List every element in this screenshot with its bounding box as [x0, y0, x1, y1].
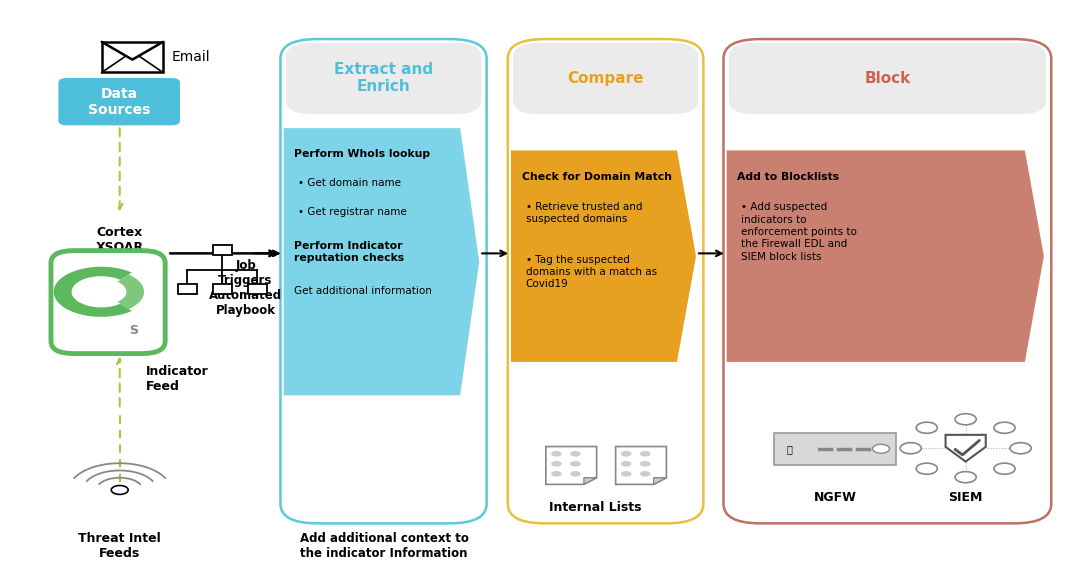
Text: NGFW: NGFW	[815, 491, 857, 504]
Polygon shape	[511, 151, 696, 362]
Polygon shape	[726, 151, 1043, 362]
Text: Data
Sources: Data Sources	[88, 86, 150, 117]
FancyBboxPatch shape	[178, 284, 196, 294]
Circle shape	[916, 422, 938, 433]
Text: Get additional information: Get additional information	[295, 286, 432, 296]
Polygon shape	[616, 446, 667, 485]
Circle shape	[551, 471, 562, 477]
FancyBboxPatch shape	[51, 250, 165, 353]
Text: Compare: Compare	[568, 70, 644, 86]
Circle shape	[570, 461, 581, 466]
FancyBboxPatch shape	[58, 78, 180, 126]
Text: Block: Block	[864, 70, 911, 86]
Text: SIEM: SIEM	[948, 491, 983, 504]
Circle shape	[916, 463, 938, 474]
FancyBboxPatch shape	[775, 433, 896, 465]
Text: Job
Triggers
Automated
Playbook: Job Triggers Automated Playbook	[209, 259, 282, 317]
Circle shape	[955, 471, 976, 483]
FancyBboxPatch shape	[508, 39, 704, 523]
Circle shape	[620, 451, 631, 457]
FancyBboxPatch shape	[281, 39, 487, 523]
Circle shape	[994, 422, 1015, 433]
FancyBboxPatch shape	[213, 284, 232, 294]
Circle shape	[1010, 442, 1032, 454]
Circle shape	[570, 451, 581, 457]
Text: S: S	[128, 324, 138, 337]
Polygon shape	[118, 274, 144, 309]
Circle shape	[570, 471, 581, 477]
FancyBboxPatch shape	[101, 42, 163, 73]
Circle shape	[620, 461, 631, 466]
FancyBboxPatch shape	[514, 43, 698, 114]
Polygon shape	[945, 435, 986, 462]
Text: Email: Email	[172, 50, 210, 64]
Circle shape	[551, 461, 562, 466]
FancyBboxPatch shape	[213, 245, 232, 255]
Circle shape	[994, 463, 1015, 474]
FancyBboxPatch shape	[286, 43, 481, 114]
Text: Add to Blocklists: Add to Blocklists	[737, 172, 839, 182]
Circle shape	[551, 451, 562, 457]
Text: 🔑: 🔑	[787, 444, 793, 454]
Circle shape	[900, 442, 921, 454]
Polygon shape	[546, 446, 597, 485]
Text: Threat Intel
Feeds: Threat Intel Feeds	[79, 532, 161, 559]
Polygon shape	[284, 128, 479, 395]
Text: Extract and
Enrich: Extract and Enrich	[334, 62, 433, 94]
Text: • Get registrar name: • Get registrar name	[299, 207, 407, 217]
Text: Perform WhoIs lookup: Perform WhoIs lookup	[295, 149, 431, 159]
Text: Perform Indicator
reputation checks: Perform Indicator reputation checks	[295, 241, 405, 263]
Text: Internal Lists: Internal Lists	[549, 501, 642, 514]
Text: Cortex
XSOAR: Cortex XSOAR	[96, 225, 144, 253]
Text: Indicator
Feed: Indicator Feed	[146, 365, 209, 392]
Text: • Add suspected
indicators to
enforcement points to
the Firewall EDL and
SIEM bl: • Add suspected indicators to enforcemen…	[741, 202, 858, 262]
FancyBboxPatch shape	[724, 39, 1051, 523]
Text: • Retrieve trusted and
suspected domains: • Retrieve trusted and suspected domains	[525, 202, 642, 224]
Text: • Get domain name: • Get domain name	[299, 178, 401, 188]
Circle shape	[640, 471, 651, 477]
FancyBboxPatch shape	[248, 284, 267, 294]
FancyBboxPatch shape	[728, 43, 1046, 114]
Circle shape	[640, 451, 651, 457]
Text: • Tag the suspected
domains with a match as
Covid19: • Tag the suspected domains with a match…	[525, 255, 657, 289]
Polygon shape	[584, 478, 597, 485]
Circle shape	[111, 486, 128, 494]
Circle shape	[873, 444, 889, 453]
Text: Check for Domain Match: Check for Domain Match	[521, 172, 671, 182]
Text: Add additional context to
the indicator Information: Add additional context to the indicator …	[300, 532, 468, 559]
Circle shape	[620, 471, 631, 477]
Circle shape	[955, 414, 976, 425]
Polygon shape	[54, 267, 132, 317]
Circle shape	[640, 461, 651, 466]
Polygon shape	[654, 478, 667, 485]
